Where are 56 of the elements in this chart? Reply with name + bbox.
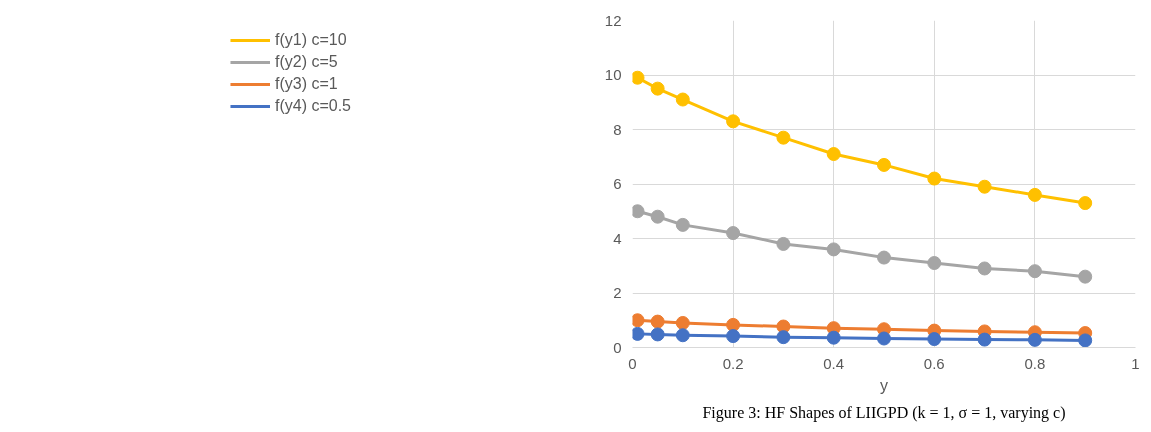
point — [826, 147, 841, 162]
point — [877, 250, 891, 265]
point — [1078, 333, 1093, 348]
point — [726, 226, 741, 241]
point — [927, 256, 942, 271]
point — [650, 209, 665, 224]
point — [977, 332, 992, 347]
legend-label: f(y3) c=1 — [274, 75, 338, 93]
point — [927, 332, 942, 347]
point — [726, 317, 741, 332]
legend-label: f(y1) c=10 — [274, 31, 347, 49]
point — [1078, 269, 1093, 284]
y-tick-label: 6 — [613, 175, 622, 192]
point — [977, 179, 992, 194]
point — [776, 236, 791, 251]
y-tick-label: 12 — [604, 11, 622, 29]
point — [632, 326, 645, 341]
x-tick-label: 0 — [628, 354, 637, 372]
legend-label: f(y4) c=0.5 — [274, 97, 352, 115]
caption: Figure 3: HF Shapes of LIIGPD (k = 1, σ = 1, varying c) — [702, 403, 1066, 422]
point — [675, 328, 690, 343]
point — [650, 327, 665, 342]
y-tick-label: 10 — [604, 66, 622, 83]
point — [650, 314, 665, 329]
point — [776, 130, 791, 145]
point — [1078, 196, 1093, 211]
point — [1027, 264, 1042, 279]
point — [776, 330, 791, 345]
point — [632, 204, 645, 219]
legend-label: f(y2) c=5 — [274, 53, 338, 71]
point — [726, 329, 741, 344]
point — [1027, 332, 1042, 347]
point — [1027, 187, 1042, 202]
point — [650, 81, 665, 96]
y-tick-label: 4 — [613, 229, 622, 247]
y-tick-label: 8 — [613, 120, 622, 138]
point — [977, 261, 992, 276]
x-tick-label: 1 — [1131, 354, 1140, 372]
point — [675, 315, 690, 330]
point — [675, 217, 690, 232]
x-axis-title: y — [880, 376, 888, 394]
point — [726, 114, 741, 129]
x-tick-label: 0.2 — [722, 354, 744, 372]
x-tick-label: 0.4 — [823, 354, 845, 372]
point — [927, 171, 942, 186]
point — [632, 70, 645, 85]
point — [632, 313, 645, 328]
point — [675, 92, 690, 107]
point — [826, 242, 841, 257]
point — [826, 330, 841, 345]
x-tick-label: 0.6 — [923, 354, 945, 372]
point — [877, 331, 891, 346]
y-tick-label: 0 — [613, 338, 622, 356]
point — [877, 157, 891, 172]
x-tick-label: 0.8 — [1024, 354, 1046, 372]
y-tick-label: 2 — [613, 284, 622, 301]
